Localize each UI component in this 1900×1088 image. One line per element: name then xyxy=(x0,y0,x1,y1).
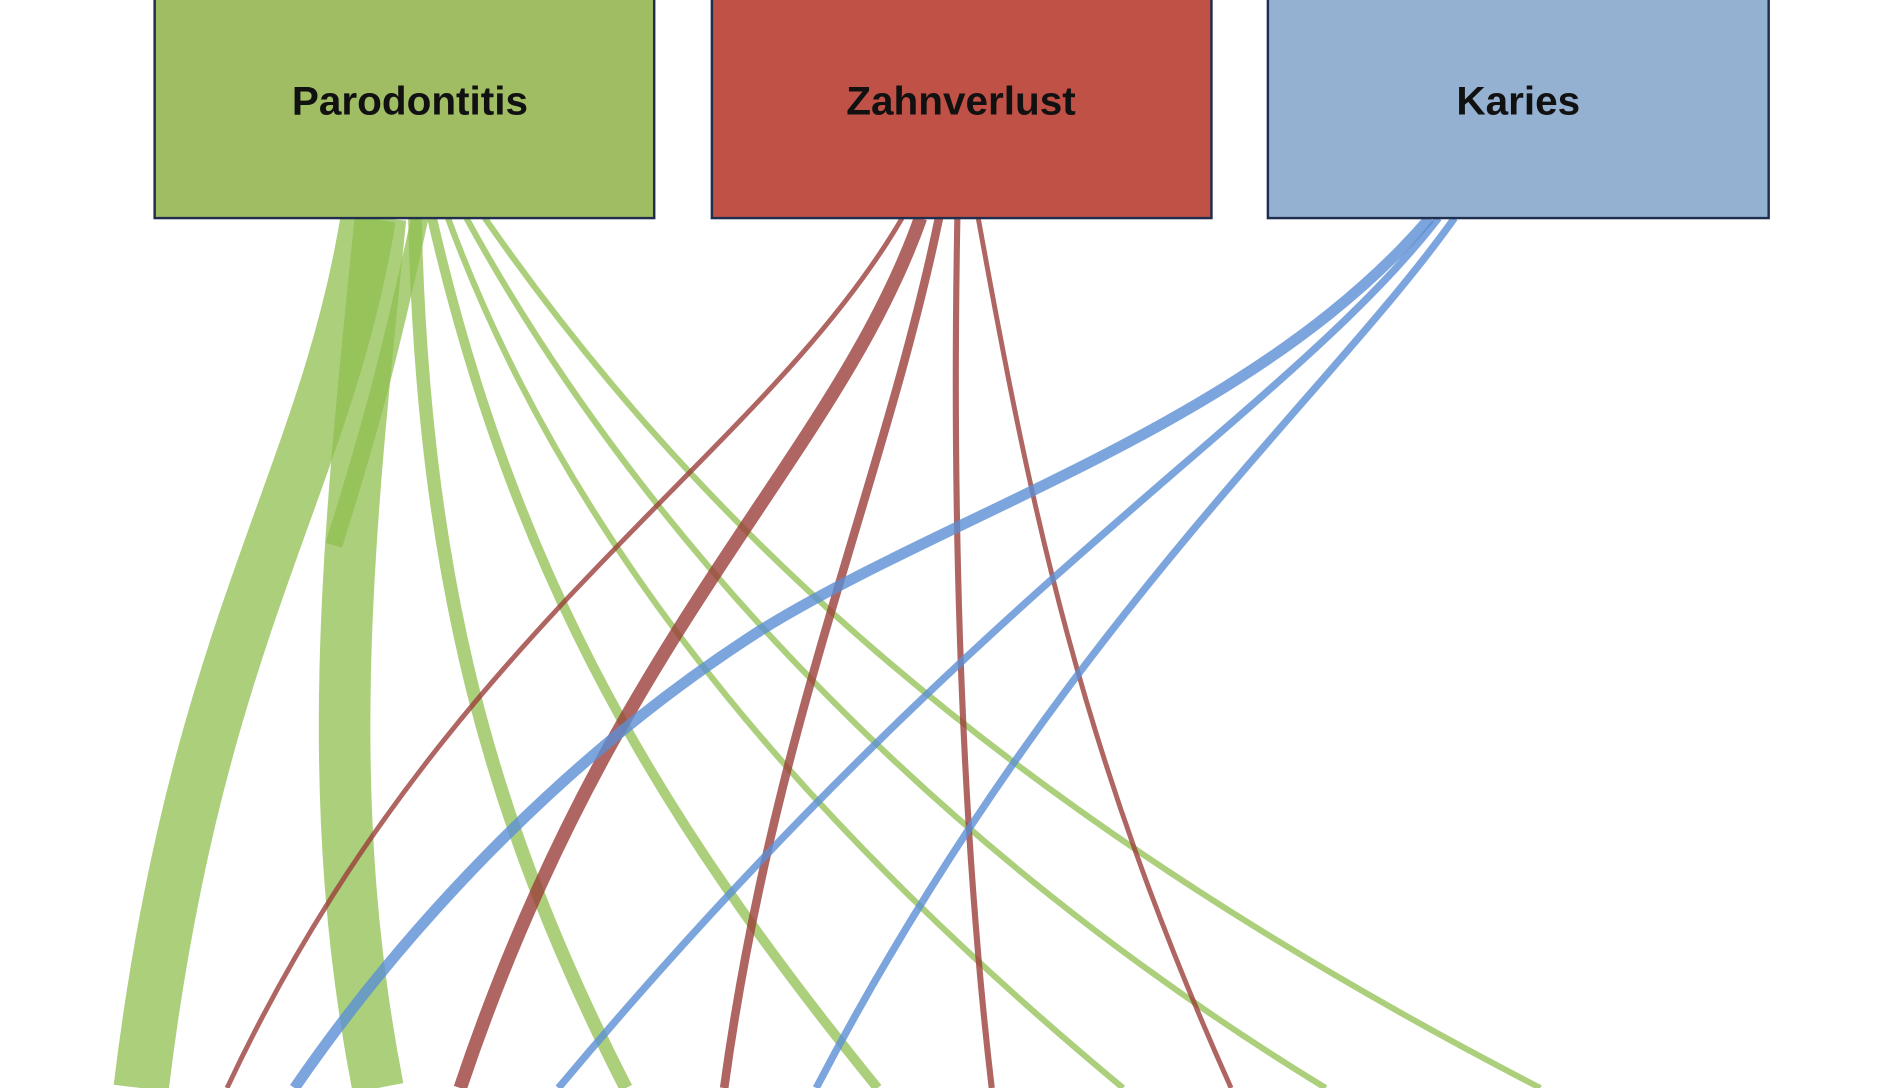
link xyxy=(445,217,1126,1088)
link xyxy=(408,217,632,1088)
link xyxy=(290,214,1435,1088)
link xyxy=(719,217,944,1088)
link xyxy=(482,216,1542,1088)
link xyxy=(427,217,882,1088)
node-label: Parodontitis xyxy=(292,79,528,124)
link xyxy=(325,216,429,548)
node-box xyxy=(153,0,656,220)
node-box xyxy=(710,0,1213,220)
link xyxy=(453,215,927,1088)
node-label: Karies xyxy=(1456,79,1580,124)
node-box xyxy=(1266,0,1770,220)
link xyxy=(975,217,1234,1088)
node-label: Zahnverlust xyxy=(846,79,1076,124)
link xyxy=(555,215,1442,1088)
link xyxy=(318,215,407,1088)
link xyxy=(463,216,1328,1088)
link xyxy=(952,218,995,1088)
link xyxy=(812,215,1458,1088)
links xyxy=(113,213,1542,1088)
link xyxy=(224,216,905,1088)
